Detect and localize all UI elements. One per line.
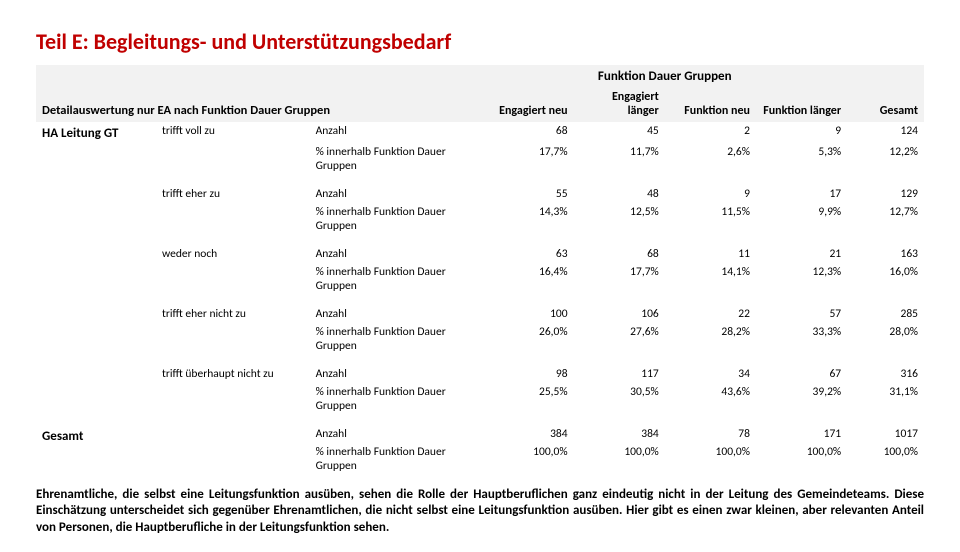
cell-count: 11 <box>665 245 756 263</box>
cell-pct: 25,5% <box>482 383 573 415</box>
measure-pct-label: % innerhalb Funktion Dauer Gruppen <box>310 323 483 355</box>
cell-count: 9 <box>665 185 756 203</box>
cell-count: 63 <box>482 245 573 263</box>
measure-count-label: Anzahl <box>310 185 483 203</box>
cell-pct: 14,1% <box>665 263 756 295</box>
col-gesamt: Gesamt <box>847 88 924 122</box>
crosstab-table: Funktion Dauer GruppenDetailauswertung n… <box>36 65 924 475</box>
cell-pct: 33,3% <box>756 323 847 355</box>
cell-count: 17 <box>756 185 847 203</box>
measure-pct-label: % innerhalb Funktion Dauer Gruppen <box>310 203 483 235</box>
category-label: trifft überhaupt nicht zu <box>156 365 310 415</box>
cell-pct: 11,7% <box>574 143 665 175</box>
cell-total-count: 384 <box>574 425 665 443</box>
cell-pct: 9,9% <box>756 203 847 235</box>
cell-pct: 31,1% <box>847 383 924 415</box>
cell-total-count: 384 <box>482 425 573 443</box>
cell-pct: 17,7% <box>482 143 573 175</box>
cell-total-count: 1017 <box>847 425 924 443</box>
measure-count-label: Anzahl <box>310 245 483 263</box>
measure-pct-label: % innerhalb Funktion Dauer Gruppen <box>310 443 483 475</box>
row-variable-label: HA Leitung GT <box>36 122 156 143</box>
col-funktion-laenger: Funktion länger <box>756 88 847 122</box>
measure-pct-label: % innerhalb Funktion Dauer Gruppen <box>310 383 483 415</box>
cell-count: 117 <box>574 365 665 383</box>
cell-pct: 30,5% <box>574 383 665 415</box>
summary-paragraph: Ehrenamtliche, die selbst eine Leitungsf… <box>36 487 924 536</box>
cell-count: 55 <box>482 185 573 203</box>
measure-pct-label: % innerhalb Funktion Dauer Gruppen <box>310 143 483 175</box>
cell-pct: 28,0% <box>847 323 924 355</box>
cell-pct: 17,7% <box>574 263 665 295</box>
measure-count-label: Anzahl <box>310 305 483 323</box>
cell-count: 106 <box>574 305 665 323</box>
cell-count: 124 <box>847 122 924 143</box>
measure-count-label: Anzahl <box>310 425 483 443</box>
cell-count: 57 <box>756 305 847 323</box>
col-funktion-neu: Funktion neu <box>665 88 756 122</box>
cell-pct: 16,0% <box>847 263 924 295</box>
cell-pct: 28,2% <box>665 323 756 355</box>
measure-count-label: Anzahl <box>310 122 483 143</box>
cell-count: 34 <box>665 365 756 383</box>
cell-total-pct: 100,0% <box>482 443 573 475</box>
cell-pct: 43,6% <box>665 383 756 415</box>
cell-count: 21 <box>756 245 847 263</box>
cell-total-pct: 100,0% <box>756 443 847 475</box>
cell-pct: 12,2% <box>847 143 924 175</box>
measure-pct-label: % innerhalb Funktion Dauer Gruppen <box>310 263 483 295</box>
cell-count: 68 <box>574 245 665 263</box>
cell-pct: 12,3% <box>756 263 847 295</box>
cell-count: 67 <box>756 365 847 383</box>
cell-count: 98 <box>482 365 573 383</box>
category-label: trifft voll zu <box>156 122 310 175</box>
cell-pct: 16,4% <box>482 263 573 295</box>
category-label: trifft eher zu <box>156 185 310 235</box>
cell-count: 316 <box>847 365 924 383</box>
category-label: weder noch <box>156 245 310 295</box>
cell-total-pct: 100,0% <box>574 443 665 475</box>
cell-count: 163 <box>847 245 924 263</box>
cell-count: 45 <box>574 122 665 143</box>
cell-count: 129 <box>847 185 924 203</box>
category-label: trifft eher nicht zu <box>156 305 310 355</box>
cell-count: 22 <box>665 305 756 323</box>
page-title: Teil E: Begleitungs- und Unterstützungsb… <box>36 28 924 55</box>
cell-total-count: 78 <box>665 425 756 443</box>
cell-count: 285 <box>847 305 924 323</box>
cell-total-pct: 100,0% <box>665 443 756 475</box>
cell-pct: 5,3% <box>756 143 847 175</box>
measure-count-label: Anzahl <box>310 365 483 383</box>
cell-total-count: 171 <box>756 425 847 443</box>
cell-count: 48 <box>574 185 665 203</box>
cell-pct: 27,6% <box>574 323 665 355</box>
col-engagiert-laenger: Engagiert länger <box>574 88 665 122</box>
col-engagiert-neu: Engagiert neu <box>482 88 573 122</box>
cell-pct: 12,5% <box>574 203 665 235</box>
cell-pct: 26,0% <box>482 323 573 355</box>
cell-count: 2 <box>665 122 756 143</box>
cell-pct: 39,2% <box>756 383 847 415</box>
cell-count: 9 <box>756 122 847 143</box>
cell-pct: 14,3% <box>482 203 573 235</box>
group-header: Funktion Dauer Gruppen <box>482 65 847 88</box>
cell-pct: 11,5% <box>665 203 756 235</box>
cell-total-pct: 100,0% <box>847 443 924 475</box>
crosstab-title: Detailauswertung nur EA nach Funktion Da… <box>36 88 482 122</box>
total-row-label: Gesamt <box>36 425 310 475</box>
cell-count: 100 <box>482 305 573 323</box>
cell-pct: 2,6% <box>665 143 756 175</box>
cell-pct: 12,7% <box>847 203 924 235</box>
cell-count: 68 <box>482 122 573 143</box>
